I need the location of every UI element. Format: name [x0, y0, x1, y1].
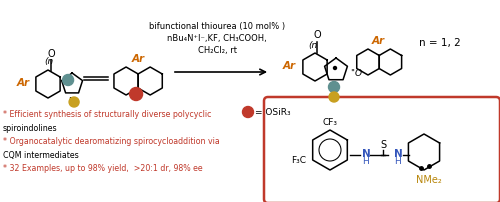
Circle shape [328, 82, 340, 93]
Text: S: S [380, 139, 386, 149]
Text: H: H [362, 157, 368, 166]
Text: N: N [68, 97, 76, 105]
Text: O: O [313, 30, 321, 40]
Text: n = 1, 2: n = 1, 2 [419, 38, 461, 48]
Text: CF₃: CF₃ [322, 117, 338, 126]
Text: Ar: Ar [372, 36, 384, 46]
Circle shape [242, 107, 254, 118]
Text: O: O [47, 49, 55, 59]
FancyArrowPatch shape [175, 70, 266, 75]
Text: ''O: ''O [350, 68, 362, 77]
Circle shape [329, 93, 339, 102]
Text: H: H [394, 157, 400, 166]
Text: (n: (n [44, 57, 54, 66]
Text: * 32 Examples, up to 98% yield,  >20:1 dr, 98% ee: * 32 Examples, up to 98% yield, >20:1 dr… [3, 164, 202, 173]
Text: Ar: Ar [283, 61, 296, 71]
Text: = OSiR₃: = OSiR₃ [255, 108, 290, 117]
FancyBboxPatch shape [264, 98, 500, 202]
Text: CQM intermediates: CQM intermediates [3, 150, 79, 159]
Circle shape [69, 98, 79, 107]
Text: N: N [362, 148, 370, 158]
Text: * Efficient synthesis of structurally diverse polycyclic: * Efficient synthesis of structurally di… [3, 110, 212, 119]
Text: Ar: Ar [132, 54, 144, 64]
Text: Ar: Ar [17, 78, 30, 87]
Text: (n: (n [308, 41, 318, 50]
Text: spiroindolines: spiroindolines [3, 123, 58, 132]
Circle shape [62, 75, 74, 86]
Text: N: N [394, 148, 402, 158]
Circle shape [130, 88, 142, 101]
Circle shape [334, 67, 336, 70]
Text: CH₂Cl₂, rt: CH₂Cl₂, rt [198, 45, 236, 54]
Text: bifunctional thiourea (10 mol% ): bifunctional thiourea (10 mol% ) [149, 21, 285, 30]
Text: N: N [330, 83, 338, 92]
Text: * Organocatalytic dearomatizing spirocycloaddition via: * Organocatalytic dearomatizing spirocyc… [3, 137, 220, 146]
Text: F₃C: F₃C [291, 156, 306, 165]
Text: NMe₂: NMe₂ [416, 174, 442, 184]
Text: nBu₄N⁺I⁻,KF, CH₃COOH,: nBu₄N⁺I⁻,KF, CH₃COOH, [167, 33, 267, 42]
